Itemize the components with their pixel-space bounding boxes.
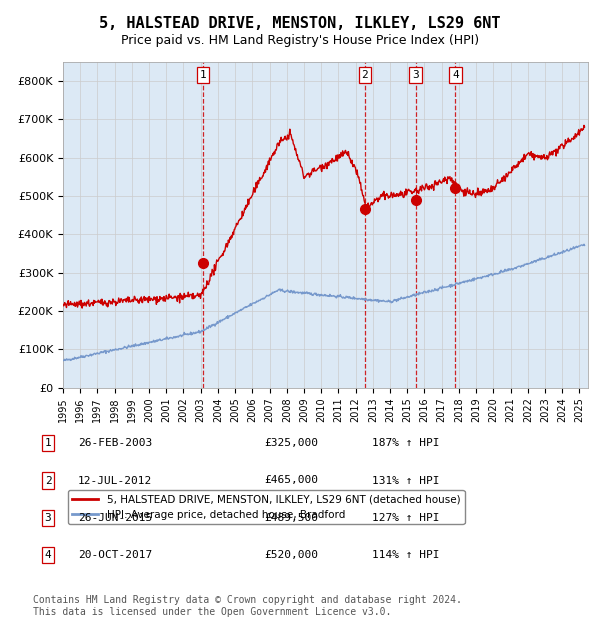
Text: 4: 4 bbox=[452, 70, 459, 80]
Text: £520,000: £520,000 bbox=[264, 550, 318, 560]
Text: 26-FEB-2003: 26-FEB-2003 bbox=[78, 438, 152, 448]
Text: 1: 1 bbox=[200, 70, 206, 80]
Legend: 5, HALSTEAD DRIVE, MENSTON, ILKLEY, LS29 6NT (detached house), HPI: Average pric: 5, HALSTEAD DRIVE, MENSTON, ILKLEY, LS29… bbox=[68, 490, 464, 524]
Text: 20-OCT-2017: 20-OCT-2017 bbox=[78, 550, 152, 560]
Text: £489,500: £489,500 bbox=[264, 513, 318, 523]
Text: 5, HALSTEAD DRIVE, MENSTON, ILKLEY, LS29 6NT: 5, HALSTEAD DRIVE, MENSTON, ILKLEY, LS29… bbox=[99, 16, 501, 30]
Text: £465,000: £465,000 bbox=[264, 476, 318, 485]
Text: Price paid vs. HM Land Registry's House Price Index (HPI): Price paid vs. HM Land Registry's House … bbox=[121, 34, 479, 47]
Text: £325,000: £325,000 bbox=[264, 438, 318, 448]
Text: 2: 2 bbox=[361, 70, 368, 80]
Text: 4: 4 bbox=[44, 550, 52, 560]
Text: 187% ↑ HPI: 187% ↑ HPI bbox=[372, 438, 439, 448]
Text: 26-JUN-2015: 26-JUN-2015 bbox=[78, 513, 152, 523]
Text: 131% ↑ HPI: 131% ↑ HPI bbox=[372, 476, 439, 485]
Text: 114% ↑ HPI: 114% ↑ HPI bbox=[372, 550, 439, 560]
Text: 3: 3 bbox=[412, 70, 419, 80]
Text: 2: 2 bbox=[44, 476, 52, 485]
Text: 3: 3 bbox=[44, 513, 52, 523]
Text: Contains HM Land Registry data © Crown copyright and database right 2024.
This d: Contains HM Land Registry data © Crown c… bbox=[33, 595, 462, 617]
Text: 1: 1 bbox=[44, 438, 52, 448]
Text: 127% ↑ HPI: 127% ↑ HPI bbox=[372, 513, 439, 523]
Text: 12-JUL-2012: 12-JUL-2012 bbox=[78, 476, 152, 485]
